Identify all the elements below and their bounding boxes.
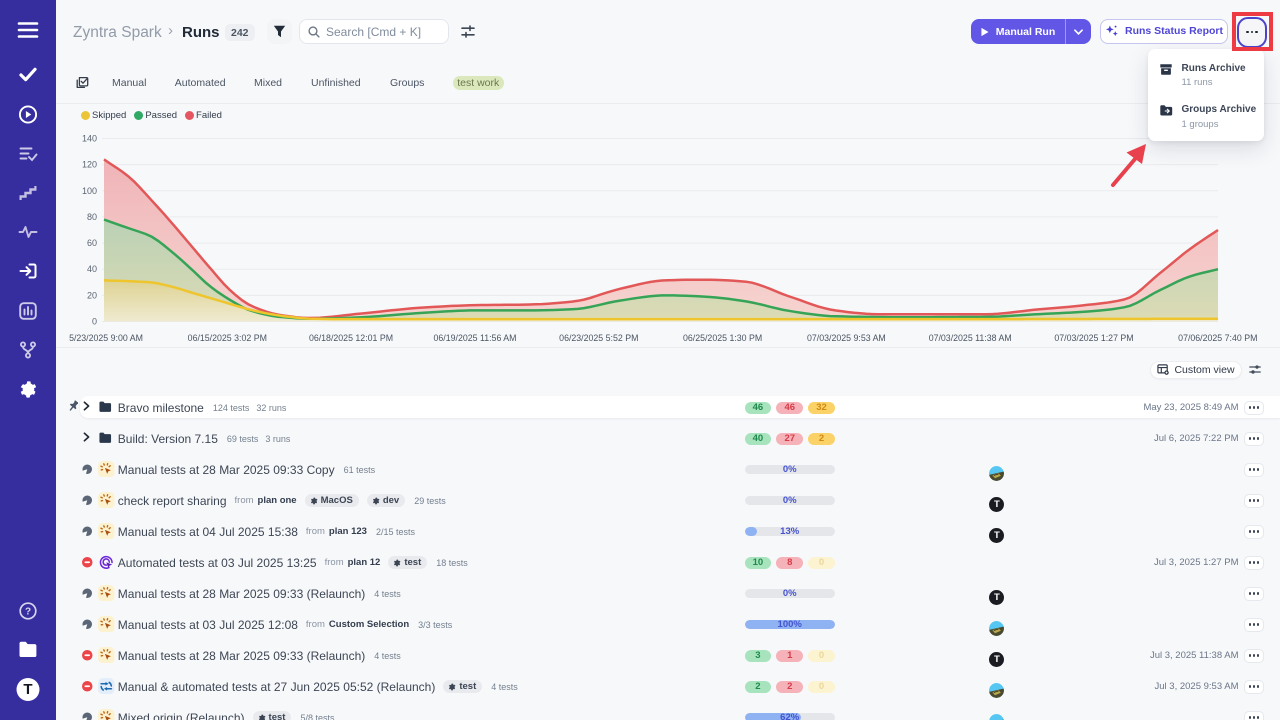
svg-text:07/06/2025 7:40 PM: 07/06/2025 7:40 PM xyxy=(1178,333,1257,343)
svg-text:06/23/2025 5:52 PM: 06/23/2025 5:52 PM xyxy=(559,333,638,343)
svg-text:06/19/2025 11:56 AM: 06/19/2025 11:56 AM xyxy=(434,333,517,343)
svg-text:5/23/2025 9:00 AM: 5/23/2025 9:00 AM xyxy=(69,333,143,343)
svg-text:07/03/2025 9:53 AM: 07/03/2025 9:53 AM xyxy=(807,333,886,343)
svg-text:40: 40 xyxy=(87,264,97,274)
svg-text:0: 0 xyxy=(92,317,97,327)
svg-text:?: ? xyxy=(25,607,31,618)
svg-text:140: 140 xyxy=(82,134,97,144)
svg-text:06/25/2025 1:30 PM: 06/25/2025 1:30 PM xyxy=(683,333,762,343)
svg-text:120: 120 xyxy=(82,160,97,170)
svg-text:06/15/2025 3:02 PM: 06/15/2025 3:02 PM xyxy=(188,333,267,343)
svg-text:07/03/2025 1:27 PM: 07/03/2025 1:27 PM xyxy=(1054,333,1133,343)
svg-text:60: 60 xyxy=(87,238,97,248)
svg-text:80: 80 xyxy=(87,212,97,222)
svg-text:20: 20 xyxy=(87,290,97,300)
svg-text:07/03/2025 11:38 AM: 07/03/2025 11:38 AM xyxy=(929,333,1012,343)
svg-text:100: 100 xyxy=(82,186,97,196)
svg-text:06/18/2025 12:01 PM: 06/18/2025 12:01 PM xyxy=(309,333,393,343)
